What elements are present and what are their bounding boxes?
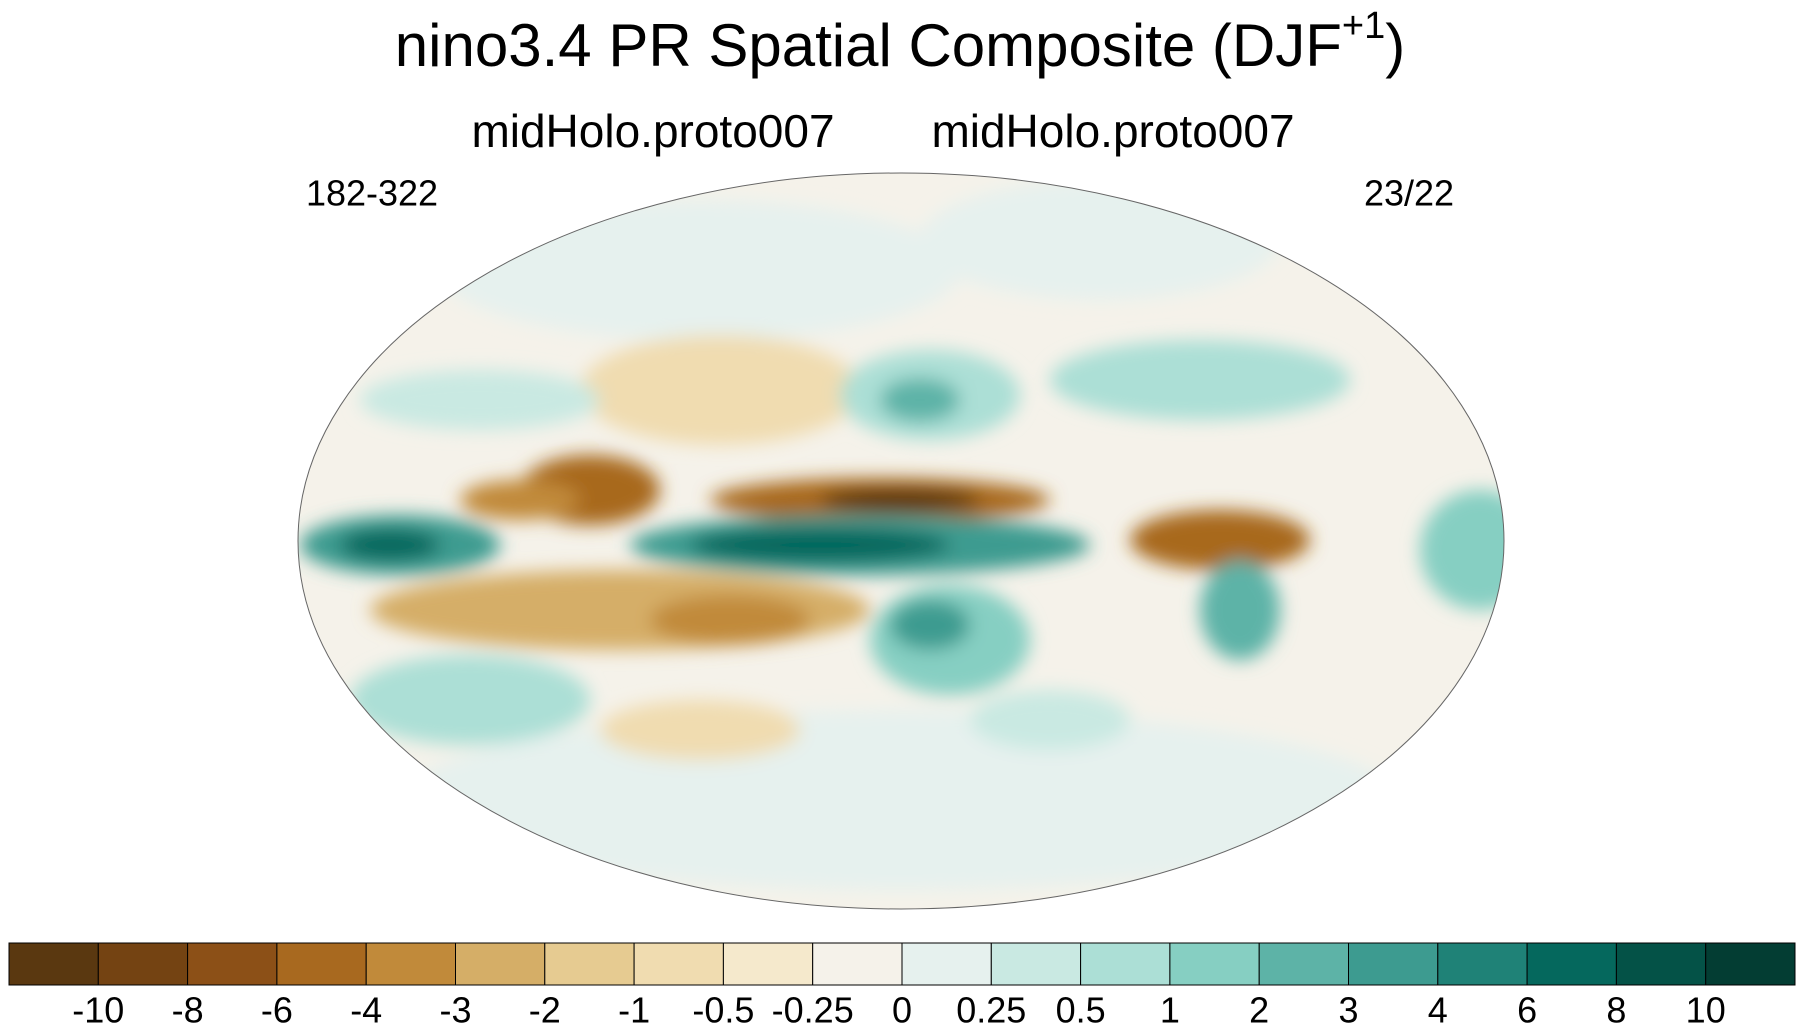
colorbar-box <box>365 942 457 986</box>
colorbar-label: 1 <box>1160 990 1180 1031</box>
subtitle: midHolo.proto007 <box>471 105 834 157</box>
colorbar-label: 0 <box>892 990 912 1031</box>
colorbar-label: 10 <box>1686 990 1726 1031</box>
colorbar-label: 6 <box>1517 990 1537 1031</box>
right-label: 23/22 <box>1364 173 1454 214</box>
colorbar-box <box>187 942 278 986</box>
colorbar-label: -8 <box>172 990 204 1031</box>
colorbar-label: -0.25 <box>772 990 854 1031</box>
colorbar-box <box>1705 942 1796 986</box>
colorbar-box <box>722 942 814 986</box>
colorbar-box <box>1348 942 1439 986</box>
map <box>298 173 1504 909</box>
colorbar-box <box>1526 942 1617 986</box>
colorbar-box <box>8 942 99 986</box>
colorbar-label: 0.5 <box>1056 990 1106 1031</box>
colorbar-box <box>990 942 1082 986</box>
map-border <box>297 172 1505 910</box>
subtitle: midHolo.proto007 <box>931 105 1294 157</box>
colorbar-box <box>1169 942 1260 986</box>
colorbar: -10 -8 -6 -4 -3 -2 -1 -0.5 -0.25 0 0.25 0.5 1 2 3 4 6 8 10 <box>8 942 1796 1031</box>
colorbar-label: 3 <box>1338 990 1358 1031</box>
colorbar-box <box>455 942 546 986</box>
colorbar-box <box>276 942 367 986</box>
colorbar-label: -4 <box>350 990 382 1031</box>
colorbar-box <box>812 942 903 986</box>
colorbar-box <box>1437 942 1528 986</box>
colorbar-label: 4 <box>1428 990 1448 1031</box>
colorbar-box <box>544 942 635 986</box>
colorbar-label: 0.25 <box>956 990 1026 1031</box>
left-label: 182-322 <box>306 173 438 214</box>
colorbar-label: 2 <box>1249 990 1269 1031</box>
title: nino3.4 PR Spatial Composite (DJF+1) <box>395 5 1405 79</box>
colorbar-label: -3 <box>439 990 471 1031</box>
colorbar-box <box>901 942 992 986</box>
colorbar-box <box>1615 942 1707 986</box>
colorbar-label: -6 <box>261 990 293 1031</box>
colorbar-label: -1 <box>618 990 650 1031</box>
colorbar-label: -0.5 <box>692 990 754 1031</box>
colorbar-box <box>1258 942 1349 986</box>
colorbar-box <box>1080 942 1171 986</box>
colorbar-box <box>97 942 189 986</box>
colorbar-label: -10 <box>72 990 124 1031</box>
colorbar-label: -2 <box>529 990 561 1031</box>
colorbar-box <box>633 942 724 986</box>
colorbar-label: 8 <box>1606 990 1626 1031</box>
